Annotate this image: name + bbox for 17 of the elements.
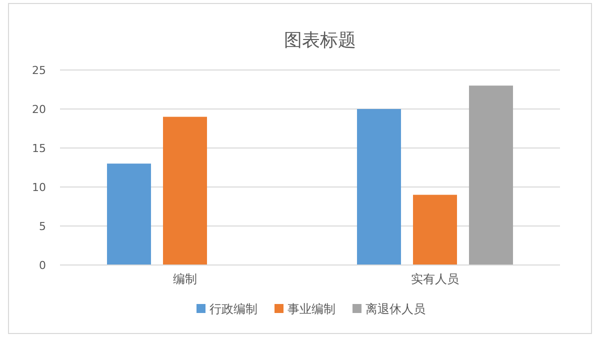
bar <box>469 86 513 265</box>
legend-label: 事业编制 <box>288 302 336 316</box>
y-tick-label: 0 <box>39 259 46 272</box>
bar <box>357 109 401 265</box>
x-tick-label: 实有人员 <box>411 272 459 286</box>
chart-title: 图表标题 <box>284 30 356 51</box>
bar <box>163 116 207 265</box>
legend-label: 行政编制 <box>210 302 258 316</box>
y-tick-label: 20 <box>32 103 46 116</box>
y-tick-label: 10 <box>32 181 46 194</box>
x-tick-label: 编制 <box>173 272 197 286</box>
bar <box>413 194 457 265</box>
bar <box>107 164 151 265</box>
legend-label: 离退休人员 <box>366 302 426 316</box>
y-tick-label: 5 <box>39 220 46 233</box>
y-tick-label: 25 <box>32 64 46 77</box>
y-tick-label: 15 <box>32 142 46 155</box>
